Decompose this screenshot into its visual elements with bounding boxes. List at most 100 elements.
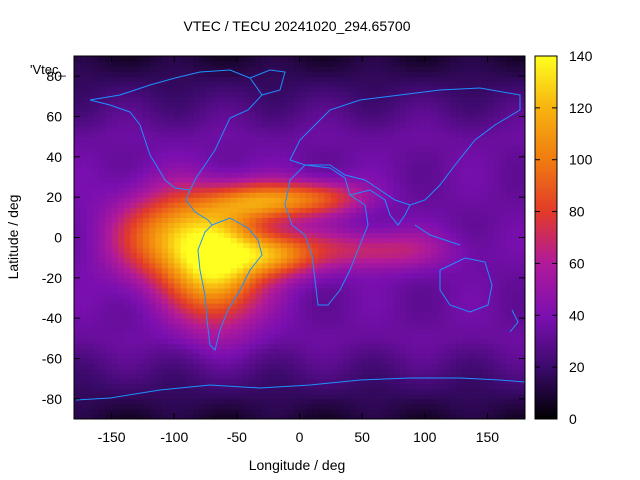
heat-cell [474,192,482,198]
heat-cell [318,242,326,249]
heat-cell [443,227,451,234]
heat-cell [92,177,100,183]
heat-cell [387,267,395,274]
heat-cell [518,373,525,380]
heat-cell [468,298,476,304]
heat-cell [456,408,463,415]
heat-cell [355,328,363,334]
heat-cell [193,202,200,208]
heat-cell [99,66,106,72]
heat-cell [330,141,338,148]
heat-cell [293,313,301,319]
heat-cell [443,398,451,405]
heat-cell [167,343,175,350]
heat-cell [142,111,150,118]
heat-cell [330,388,338,395]
heat-cell [368,197,376,203]
heat-cell [92,232,100,239]
heat-cell [499,308,507,314]
heat-cell [149,151,157,158]
heat-cell [230,272,238,279]
heat-cell [243,166,250,173]
heat-cell [243,66,250,72]
heat-cell [443,257,451,264]
heat-cell [399,413,407,419]
heat-cell [293,151,301,158]
heat-cell [481,378,489,385]
heat-cell [362,182,369,188]
heat-cell [136,66,144,72]
heat-cell [167,207,175,213]
heat-cell [99,413,106,419]
heat-cell [105,358,113,365]
heat-cell [149,323,157,329]
heat-cell [362,333,369,339]
heat-cell [293,111,301,118]
heat-cell [399,192,407,198]
heat-cell [349,313,357,319]
heat-cell [437,298,445,304]
heat-cell [474,267,482,274]
heat-cell [474,242,482,249]
heat-cell [136,151,144,158]
heat-cell [280,121,288,128]
heat-cell [161,338,169,344]
heat-cell [380,303,388,309]
heat-cell [424,202,432,208]
heat-cell [518,252,525,259]
heat-cell [199,182,207,188]
heat-cell [167,81,175,87]
heat-cell [443,292,451,299]
heat-cell [481,393,489,400]
heat-cell [149,91,157,97]
heat-cell [387,217,395,223]
heat-cell [512,272,520,279]
heat-cell [136,408,144,415]
heat-cell [337,252,344,259]
heat-cell [268,111,276,118]
heat-cell [117,121,125,128]
heat-cell [105,197,113,203]
heat-cell [286,207,294,213]
heat-cell [412,237,420,244]
heat-cell [130,333,138,339]
heat-cell [518,338,525,344]
heat-cell [111,247,119,254]
heat-cell [412,76,420,82]
heat-cell [362,262,369,269]
heat-cell [387,383,395,390]
heat-cell [355,343,363,350]
heat-cell [124,398,131,405]
heat-cell [312,343,319,350]
heat-cell [337,227,344,234]
heat-cell [268,202,276,208]
heat-cell [312,212,319,218]
heat-cell [230,116,238,123]
heat-cell [499,222,507,229]
heat-cell [218,242,225,249]
heat-cell [86,161,94,168]
heat-cell [343,131,351,138]
heat-cell [343,398,351,405]
heat-cell [349,106,357,113]
heat-cell [255,106,263,113]
heat-cell [130,272,138,279]
heat-cell [268,348,276,355]
heat-cell [418,348,426,355]
heat-cell [405,171,413,178]
heat-cell [111,111,119,118]
heat-cell [205,161,213,168]
heat-cell [512,232,520,239]
heat-cell [286,313,294,319]
heat-cell [418,207,426,213]
heat-cell [136,257,144,264]
heat-cell [349,101,357,108]
heat-cell [80,227,88,234]
heat-cell [380,373,388,380]
heat-cell [493,91,501,97]
heat-cell [387,272,395,279]
heat-cell [124,373,131,380]
heat-cell [218,91,225,97]
heat-cell [487,71,495,77]
heat-cell [80,287,88,294]
